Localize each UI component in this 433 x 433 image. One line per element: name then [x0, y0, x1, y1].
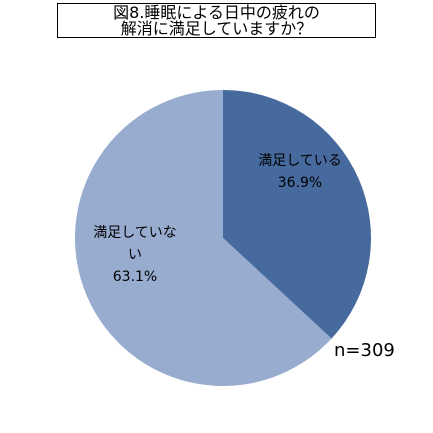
pie-slice: [223, 90, 371, 339]
value-label: 36.9%: [277, 175, 323, 191]
category-label: 満足していない: [93, 225, 177, 263]
title-line: 解消に満足していますか？: [120, 19, 313, 38]
title-line: 図8.睡眠による日中の疲れの: [113, 3, 320, 22]
value-label: 63.1%: [112, 269, 158, 285]
category-label: 満足している: [258, 153, 342, 169]
pie-slice: [74, 90, 332, 386]
slice-label: 満足している 36.9%: [250, 150, 350, 194]
annotation: n=309: [334, 340, 395, 361]
chart-title: 図8.睡眠による日中の疲れの 解消に満足していますか？: [57, 3, 376, 38]
slice-label: 満足していない 63.1%: [90, 222, 180, 288]
